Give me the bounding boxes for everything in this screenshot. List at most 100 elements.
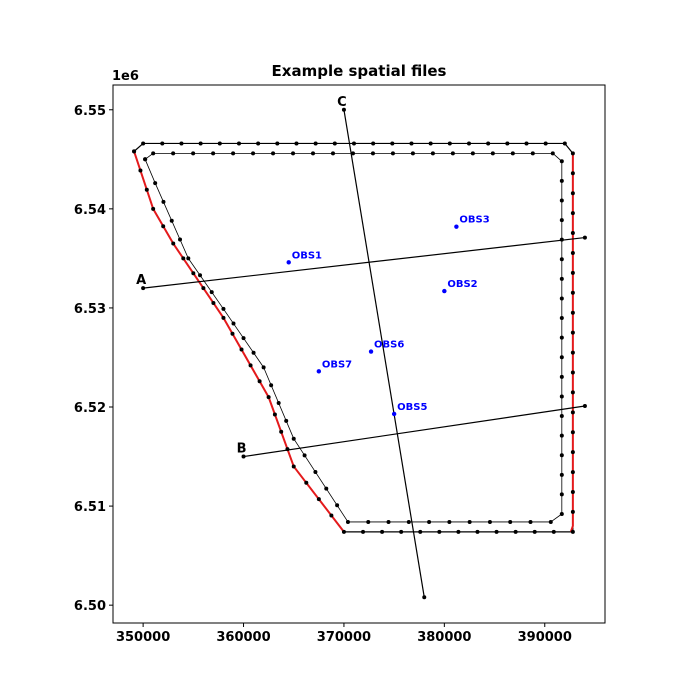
inner-boundary-vertex <box>284 418 289 423</box>
section-line-b <box>243 405 586 458</box>
inner-boundary-vertex <box>209 290 214 295</box>
section-end-point <box>422 595 427 600</box>
inner-boundary-vertex <box>450 151 455 156</box>
outer-boundary-vertex <box>294 141 299 146</box>
y-tick-label: 6.51 <box>74 500 106 515</box>
observation-point[interactable] <box>391 411 397 417</box>
outer-boundary-vertex <box>570 250 575 255</box>
y-offset-label: 1e6 <box>112 69 139 84</box>
inner-boundary-vertex <box>366 519 371 524</box>
outer-boundary-vertex <box>456 529 461 534</box>
inner-boundary-vertex <box>406 519 411 524</box>
x-tick-label: 370000 <box>317 630 371 645</box>
inner-boundary-vertex <box>143 157 148 162</box>
section-label-a: A <box>136 273 146 288</box>
outer-boundary-vertex <box>570 191 575 196</box>
outer-boundary-vertex <box>570 450 575 455</box>
inner-boundary-vertex <box>427 519 432 524</box>
outer-boundary-vertex <box>329 513 334 518</box>
observation-point[interactable] <box>454 224 459 229</box>
outer-boundary-vertex <box>570 529 575 534</box>
outer-boundary-vertex <box>257 379 262 384</box>
inner-boundary-vertex <box>559 218 564 223</box>
outer-boundary-vertex <box>570 490 575 495</box>
outer-boundary-vertex <box>570 151 575 156</box>
outer-boundary-vertex <box>141 141 146 146</box>
inner-boundary-vertex <box>151 151 156 156</box>
outer-boundary-vertex <box>248 363 253 368</box>
observation-label: OBS7 <box>322 359 352 370</box>
inner-boundary-vertex <box>447 519 452 524</box>
outer-boundary-vertex <box>494 529 499 534</box>
outer-boundary-vertex <box>201 286 206 291</box>
outer-boundary-vertex <box>132 149 137 154</box>
x-tick-label: 350000 <box>116 630 170 645</box>
section-end-point <box>141 286 146 291</box>
inner-boundary-vertex <box>559 178 564 183</box>
inner-boundary-vertex <box>211 151 216 156</box>
section-end-point <box>582 235 587 240</box>
outer-boundary-vertex <box>198 141 203 146</box>
inner-boundary-vertex <box>559 374 564 379</box>
outer-boundary-vertex <box>211 300 216 305</box>
inner-boundary-vertex <box>467 519 472 524</box>
inner-boundary-vertex <box>350 151 355 156</box>
section-end-point <box>341 107 346 112</box>
y-tick-label: 6.50 <box>74 599 106 614</box>
inner-boundary-vertex <box>302 453 307 458</box>
axes-ticks: 350000 360000 370000 380000 390000 6.50 6.51 6.… <box>74 104 572 645</box>
inner-boundary-vertex <box>269 383 274 388</box>
inner-boundary-vertex <box>161 199 166 204</box>
inner-boundary-vertex <box>153 181 158 186</box>
outer-boundary-vertex <box>570 350 575 355</box>
outer-boundary-vertex <box>266 395 271 400</box>
observation-label: OBS2 <box>447 279 477 290</box>
inner-boundary-vertex <box>345 519 350 524</box>
observation-point[interactable] <box>368 349 374 354</box>
inner-boundary-vertex <box>169 218 174 223</box>
observation-point[interactable] <box>442 288 447 294</box>
outer-boundary-vertex <box>138 168 143 173</box>
outer-boundary-vertex <box>570 171 575 176</box>
outer-boundary-vertex <box>160 141 165 146</box>
outer-boundary-vertex <box>570 410 575 415</box>
outer-boundary-vertex <box>551 529 556 534</box>
outer-boundary-vertex <box>513 529 518 534</box>
section-end-point <box>582 404 587 409</box>
outer-boundary-vertex <box>151 206 156 211</box>
outer-boundary-vertex <box>570 430 575 435</box>
x-tick-label: 380000 <box>417 630 471 645</box>
outer-boundary-vertex <box>475 529 480 534</box>
outer-boundary-vertex <box>171 241 176 246</box>
inner-boundary-vertex <box>559 492 564 497</box>
outer-boundary-vertex <box>570 231 575 236</box>
section-line-a <box>143 236 585 289</box>
outer-boundary-vertex <box>437 529 442 534</box>
outer-boundary-vertex <box>570 211 575 216</box>
inner-boundary-vertex <box>559 453 564 458</box>
inner-boundary-vertex <box>313 470 318 474</box>
outer-boundary-vertex <box>570 370 575 375</box>
observation-label: OBS5 <box>397 402 427 413</box>
inner-boundary-vertex <box>221 306 226 311</box>
inner-boundary-vertex <box>470 151 475 156</box>
outer-boundary-vertex <box>279 429 284 434</box>
inner-boundary-vertex <box>311 151 316 156</box>
observation-point[interactable] <box>316 369 322 374</box>
inner-boundary-vertex <box>330 151 335 156</box>
outer-boundary-vertex <box>221 315 226 320</box>
inner-boundary-vertex <box>430 151 435 156</box>
outer-boundary-vertex <box>341 529 346 534</box>
observation-point[interactable] <box>286 260 291 265</box>
observation-label: OBS6 <box>374 340 404 351</box>
inner-boundary-vertex <box>191 151 196 156</box>
red-boundary-line <box>569 153 574 533</box>
outer-boundary-vertex <box>272 412 277 417</box>
inner-boundary-vertex <box>528 519 533 524</box>
outer-boundary-vertex <box>562 141 567 146</box>
outer-boundary-vertex <box>418 529 423 534</box>
inner-boundary-vertex <box>559 257 564 262</box>
outer-boundary-vertex <box>161 224 166 229</box>
outer-boundary-vertex <box>332 141 337 146</box>
outer-boundary-vertex <box>524 141 529 146</box>
